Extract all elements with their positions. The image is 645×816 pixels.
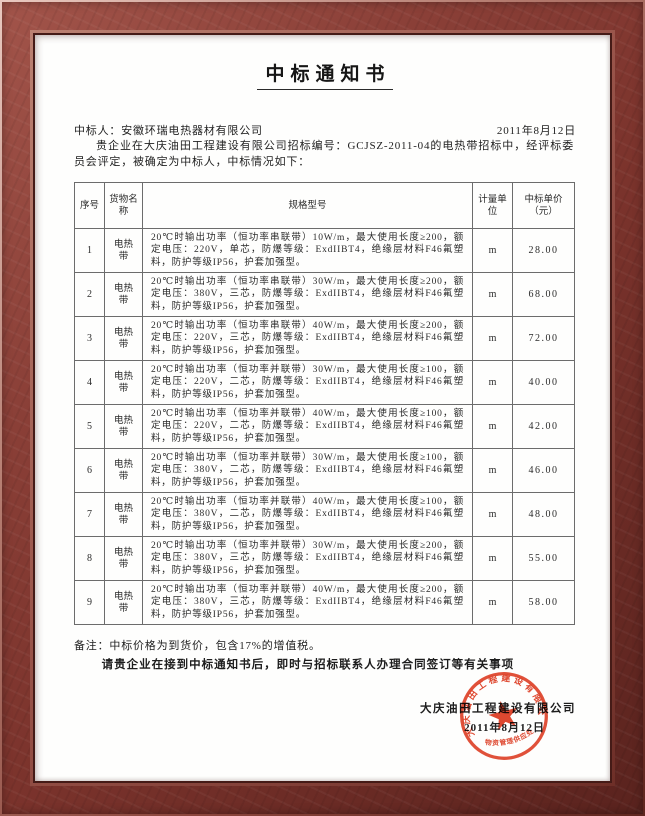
cell-goods-name: 电热带 [104,316,143,361]
winner-line: 中标人：安徽环瑞电热器材有限公司 [74,124,263,139]
seal-graphic: 大庆油田工程建设有限公司 物资管理供应处 [439,652,549,760]
document-page: 中标通知书 中标人：安徽环瑞电热器材有限公司 2011年8月12日 贵企业在大庆… [35,35,610,781]
cell-no: 8 [74,536,105,581]
cell-no: 9 [74,580,105,625]
cell-goods-name: 电热带 [104,404,143,449]
col-header-price: 中标单价（元） [512,182,575,229]
cell-goods-name: 电热带 [104,580,143,625]
cell-price: 42.00 [512,404,575,449]
table-row: 7 电热带 20℃时输出功率（恒功率并联带）40W/m，最大使用长度≥100，额… [74,492,575,537]
table-row: 4 电热带 20℃时输出功率（恒功率并联带）30W/m，最大使用长度≥100，额… [74,360,575,405]
cell-no: 4 [74,360,105,405]
cell-no: 2 [74,272,105,317]
seal-star-icon [488,700,518,731]
cell-spec: 20℃时输出功率（恒功率串联带）10W/m，最大使用长度≥200，额定电压：22… [142,228,473,273]
winner-label: 中标人： [74,125,122,137]
title-row: 中标通知书 [74,59,576,90]
cell-unit: m [472,316,513,361]
frame-inner-lip: 中标通知书 中标人：安徽环瑞电热器材有限公司 2011年8月12日 贵企业在大庆… [30,30,615,786]
cell-unit: m [472,228,513,273]
cell-no: 5 [74,404,105,449]
cell-unit: m [472,492,513,537]
cell-goods-name: 电热带 [104,448,143,493]
cell-unit: m [472,360,513,405]
seal-banner-text: 物资管理供应处 [482,725,536,751]
table-row: 8 电热带 20℃时输出功率（恒功率并联带）30W/m，最大使用长度≥200，额… [74,536,575,581]
seal-ring [460,672,548,760]
cell-no: 1 [74,228,105,273]
cell-price: 55.00 [512,536,575,581]
instruction-line: 请贵企业在接到中标通知书后，即时与招标联系人办理合同签订等有关事项 [101,659,515,671]
winner-name: 安徽环瑞电热器材有限公司 [121,125,263,137]
cell-spec: 20℃时输出功率（恒功率串联带）30W/m，最大使用长度≥200，额定电压：38… [142,272,473,317]
cell-spec: 20℃时输出功率（恒功率并联带）40W/m，最大使用长度≥200，额定电压：38… [142,580,473,625]
table-row: 6 电热带 20℃时输出功率（恒功率并联带）30W/m，最大使用长度≥100，额… [74,448,575,493]
cell-no: 6 [74,448,105,493]
cell-price: 28.00 [512,228,575,273]
cell-price: 40.00 [512,360,575,405]
table-row: 2 电热带 20℃时输出功率（恒功率串联带）30W/m，最大使用长度≥200，额… [74,272,575,317]
cell-price: 72.00 [512,316,575,361]
col-header-unit: 计量单位 [472,182,513,229]
col-header-no: 序号 [74,182,105,229]
table-row: 5 电热带 20℃时输出功率（恒功率并联带）40W/m，最大使用长度≥100，额… [74,404,575,449]
issue-date: 2011年8月12日 [496,125,576,137]
cell-no: 7 [74,492,105,537]
cell-spec: 20℃时输出功率（恒功率并联带）30W/m，最大使用长度≥100，额定电压：38… [142,448,473,493]
cell-unit: m [472,272,513,317]
page-title: 中标通知书 [257,59,393,90]
cell-unit: m [472,536,513,581]
intro-paragraph: 贵企业在大庆油田工程建设有限公司招标编号：GCJSZ-2011-04的电热带招标… [74,140,574,168]
cell-unit: m [472,448,513,493]
frame-groove: 中标通知书 中标人：安徽环瑞电热器材有限公司 2011年8月12日 贵企业在大庆… [33,33,612,783]
cell-spec: 20℃时输出功率（恒功率并联带）30W/m，最大使用长度≥200，额定电压：38… [142,536,473,581]
cell-spec: 20℃时输出功率（恒功率并联带）40W/m，最大使用长度≥100，额定电压：38… [142,492,473,537]
cell-spec: 20℃时输出功率（恒功率并联带）30W/m，最大使用长度≥100，额定电压：22… [142,360,473,405]
cell-price: 46.00 [512,448,575,493]
remark-line: 备注：中标价格为到货价，包含17%的增值税。 [74,640,321,652]
col-header-spec: 规格型号 [142,182,473,229]
issuer-company: 大庆油田工程建设有限公司 [420,703,576,715]
cell-price: 48.00 [512,492,575,537]
cell-goods-name: 电热带 [104,360,143,405]
cell-price: 58.00 [512,580,575,625]
table-header-row: 序号 货物名称 规格型号 计量单位 中标单价（元） [74,182,575,229]
cell-unit: m [472,404,513,449]
cell-goods-name: 电热带 [104,492,143,537]
signature-date: 2011年8月12日 [464,722,545,734]
cell-unit: m [472,580,513,625]
table-row: 1 电热带 20℃时输出功率（恒功率串联带）10W/m，最大使用长度≥200，额… [74,228,575,273]
cell-goods-name: 电热带 [104,536,143,581]
col-header-name: 货物名称 [104,182,143,229]
signature-block: 大庆油田工程建设有限公司 2011年8月12日 [74,700,576,735]
cell-spec: 20℃时输出功率（恒功率并联带）40W/m，最大使用长度≥100，额定电压：22… [142,404,473,449]
cell-no: 3 [74,316,105,361]
company-seal-stamp: 大庆油田工程建设有限公司 物资管理供应处 [439,652,561,773]
meta-row: 中标人：安徽环瑞电热器材有限公司 2011年8月12日 [74,124,576,139]
table-row: 9 电热带 20℃时输出功率（恒功率并联带）40W/m，最大使用长度≥200，额… [74,580,575,625]
cell-price: 68.00 [512,272,575,317]
cell-spec: 20℃时输出功率（恒功率串联带）40W/m，最大使用长度≥200，额定电压：22… [142,316,473,361]
cell-goods-name: 电热带 [104,228,143,273]
table-row: 3 电热带 20℃时输出功率（恒功率串联带）40W/m，最大使用长度≥200，额… [74,316,575,361]
cell-goods-name: 电热带 [104,272,143,317]
bid-results-table: 序号 货物名称 规格型号 计量单位 中标单价（元） 1 电热带 20℃时输出功率… [74,182,575,625]
